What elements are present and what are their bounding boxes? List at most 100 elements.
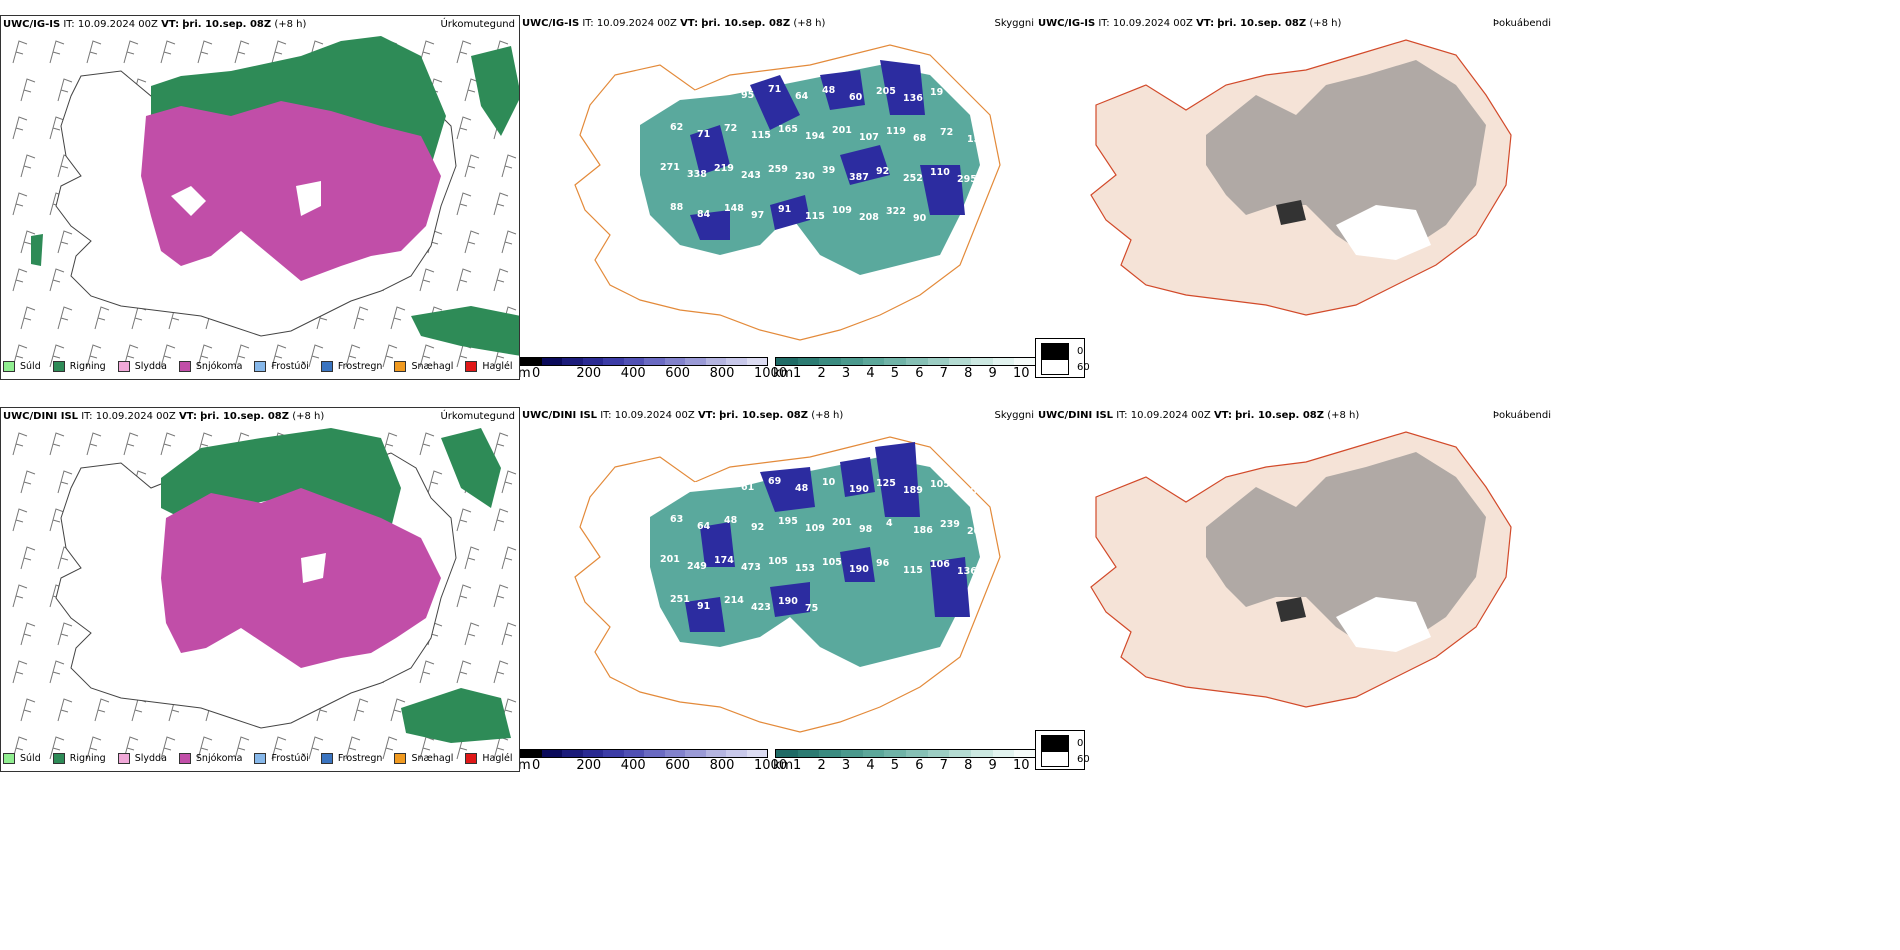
- vt-label: VT:: [697, 410, 716, 421]
- colorbar-cell: [603, 358, 624, 365]
- colorbar-cell: [884, 358, 907, 365]
- wind-barb: [501, 230, 517, 254]
- wind-barb: [12, 584, 28, 608]
- panel-title: UWC/DINI ISL IT: 10.09.2024 00Z VT: þri.…: [3, 411, 324, 422]
- legend-item: Súld: [3, 360, 41, 372]
- visibility-value: 473: [741, 562, 761, 573]
- visibility-value: 186: [913, 525, 933, 536]
- legend-label: Frostregn: [337, 360, 383, 372]
- colorbar-cell: [562, 358, 583, 365]
- lead-time: (+8 h): [793, 18, 826, 29]
- fog-dark-area: [1276, 200, 1306, 225]
- it-label: IT:: [81, 411, 93, 422]
- visibility-value: 206: [967, 526, 987, 537]
- panel-title: UWC/IG-IS IT: 10.09.2024 00Z VT: þri. 10…: [1038, 18, 1341, 29]
- legend-label: Slydda: [134, 360, 167, 372]
- vt-label: VT:: [178, 411, 197, 422]
- wind-barb: [456, 268, 472, 292]
- precip-panel: UWC/DINI ISL IT: 10.09.2024 00Z VT: þri.…: [0, 407, 520, 772]
- panel-name: Úrkomutegund: [440, 411, 515, 422]
- fog-field: [1206, 60, 1486, 255]
- wind-barb: [197, 40, 213, 64]
- it-value: 10.09.2024 00Z: [95, 411, 176, 422]
- colorbar-tick: 600: [665, 366, 691, 380]
- it-label: IT:: [63, 19, 75, 30]
- legend-label: Súld: [20, 752, 41, 764]
- legend-label: Rigning: [69, 752, 106, 764]
- wind-barb: [94, 306, 110, 330]
- visibility-value: 174: [714, 555, 734, 566]
- legend-swatch: [254, 752, 267, 764]
- wind-barb: [234, 40, 250, 64]
- visibility-value: 71: [697, 129, 710, 140]
- colorbar-cell: [906, 750, 928, 757]
- visibility-value: 189: [903, 485, 923, 496]
- panel-title: UWC/IG-IS IT: 10.09.2024 00Z VT: þri. 10…: [3, 19, 306, 30]
- visibility-value: 338: [687, 169, 707, 180]
- wind-barb: [197, 344, 213, 368]
- snow-gap: [171, 186, 206, 216]
- visibility-value: 251: [670, 594, 690, 605]
- colorbar-cell: [884, 750, 907, 757]
- terrain-colorbar: m 0 200 400 600 800 1000: [520, 357, 787, 380]
- visibility-value: 4: [886, 518, 893, 529]
- wind-barb: [49, 736, 65, 760]
- colorbar-tick: 7: [939, 366, 948, 380]
- visibility-cells: [775, 357, 1037, 366]
- lead-time: (+8 h): [292, 411, 325, 422]
- colorbar-cell: [562, 750, 583, 757]
- wind-barb: [464, 230, 480, 254]
- wind-barb: [160, 344, 176, 368]
- visibility-map: 432 18 38 95 71 64 48 60 205 136 19 71 62 71 72 115 165 1…: [574, 44, 1001, 341]
- colorbar-cell: [949, 750, 972, 757]
- wind-barb: [419, 432, 435, 456]
- wind-barb: [501, 154, 517, 178]
- wind-barb: [20, 546, 36, 570]
- legend-item: Frostregn: [320, 752, 382, 764]
- colorbar-cell: [906, 358, 928, 365]
- colorbar-tick: 200: [576, 758, 602, 772]
- colorbar-tick: 8: [964, 366, 973, 380]
- colorbar-tick: 3: [841, 366, 851, 380]
- legend-item: Snæhagl: [394, 752, 453, 764]
- colorbar-tick: 6: [915, 366, 924, 380]
- visibility-value: 48: [795, 483, 809, 494]
- colorbar-tick: 1000: [754, 758, 788, 772]
- visibility-value: 165: [778, 124, 798, 135]
- panel-name: Þokuábendi: [1492, 410, 1551, 421]
- colorbar-cell: [927, 750, 950, 757]
- lead-time: (+8 h): [1309, 18, 1342, 29]
- wind-barb: [353, 306, 369, 330]
- legend-swatch: [320, 752, 333, 764]
- vt-value: þri. 10.sep. 08Z: [1235, 410, 1324, 421]
- wind-barb: [456, 192, 472, 216]
- rain-area-south: [401, 688, 511, 743]
- visibility-value: 68: [913, 133, 927, 144]
- legend-swatch: [117, 360, 130, 372]
- visibility-value: 55: [687, 481, 700, 492]
- visibility-value: 500: [957, 486, 977, 497]
- visibility-value: 115: [751, 130, 771, 141]
- visibility-value: 10: [822, 477, 836, 488]
- colorbar-cell: [623, 750, 644, 757]
- it-label: IT:: [1116, 410, 1128, 421]
- legend-swatch: [465, 752, 478, 764]
- legend-swatch: [394, 752, 407, 764]
- visibility-value: 98: [859, 524, 873, 535]
- wind-barb: [49, 40, 65, 64]
- it-value: 10.09.2024 00Z: [77, 19, 158, 30]
- panel-title: UWC/DINI ISL IT: 10.09.2024 00Z VT: þri.…: [522, 410, 843, 421]
- precip-map: [12, 36, 519, 368]
- colorbar-tick: 4: [866, 366, 875, 380]
- wind-barb: [345, 344, 361, 368]
- visibility-value: 95: [741, 90, 754, 101]
- colorbar-tick: 0: [532, 366, 541, 380]
- wind-barb: [57, 78, 73, 102]
- legend-label: Rigning: [69, 360, 106, 372]
- fog-swatch-black: [1041, 343, 1069, 359]
- wind-barb: [86, 40, 102, 64]
- colorbar-cell: [746, 750, 767, 757]
- colorbar-tick: 1: [793, 758, 802, 772]
- legend-item: Frostúði: [254, 360, 309, 372]
- colorbar-cell: [992, 358, 1015, 365]
